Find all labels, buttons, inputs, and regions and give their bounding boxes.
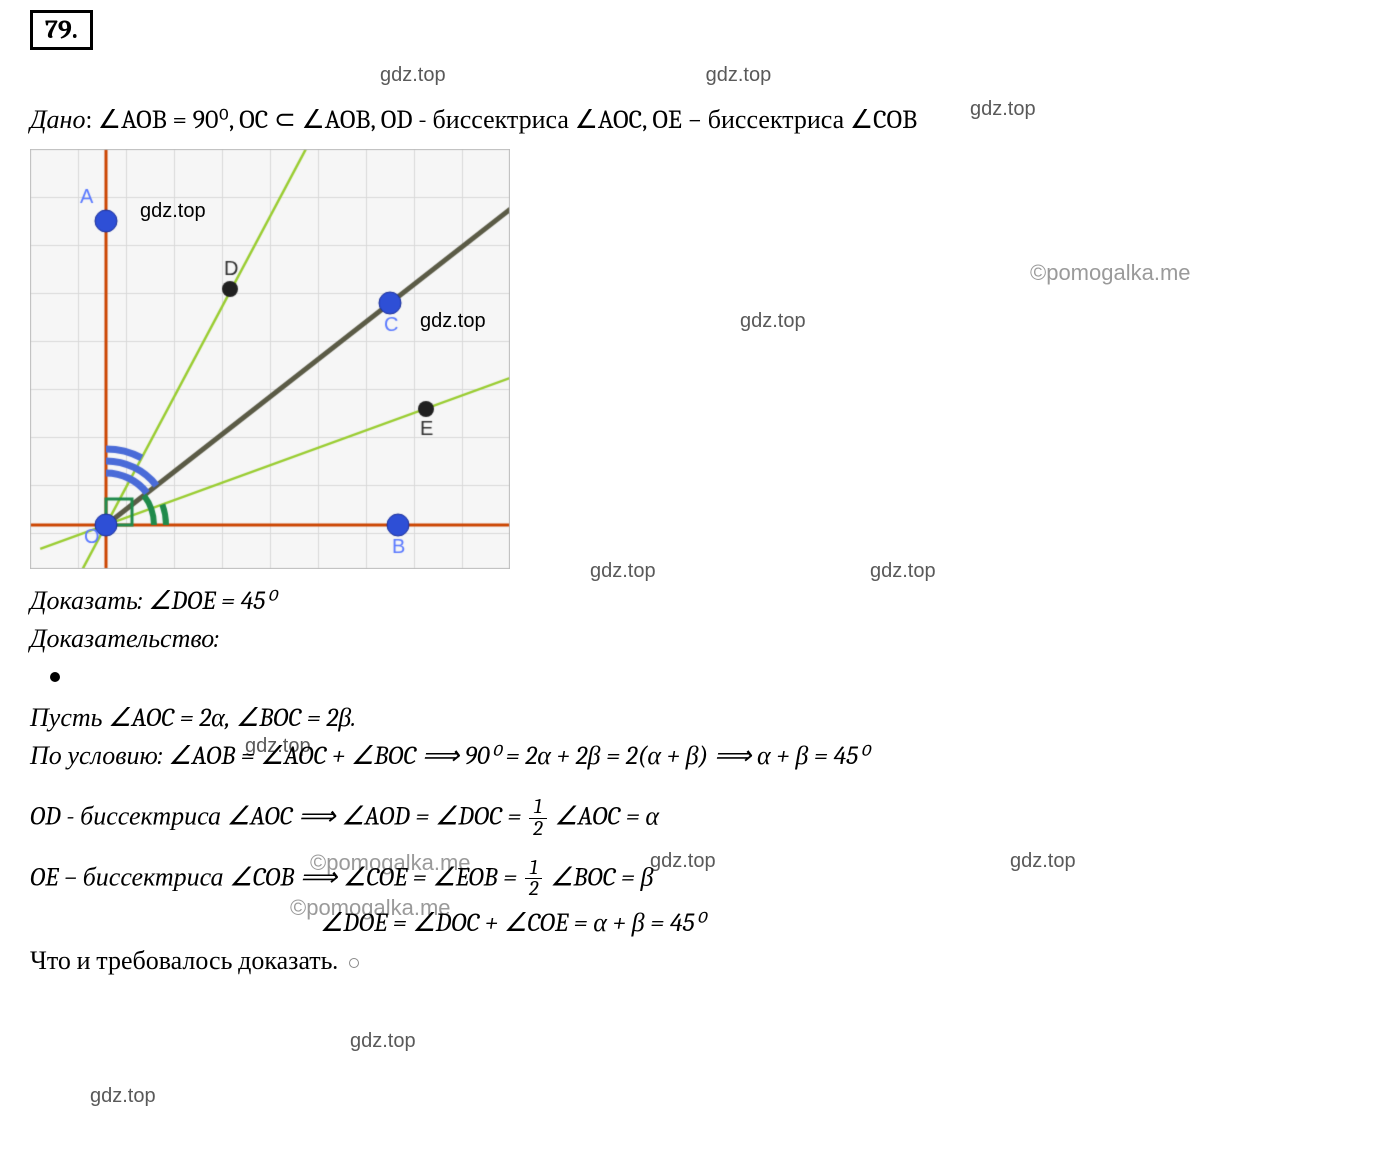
proof-line-3: OD - биссектриса ∠AOC ⟹ ∠AOD = ∠DOC = 1 … bbox=[30, 797, 1370, 840]
proof-text: ∠BOC = β bbox=[550, 862, 653, 892]
watermark-gdz: gdz.top bbox=[420, 310, 486, 333]
fraction-den: 2 bbox=[525, 879, 543, 900]
proof-text: Пусть ∠AOC = 2α, ∠BOC = 2β. bbox=[30, 703, 356, 733]
diagram bbox=[30, 149, 510, 576]
proof-line-4: OE − биссектриса ∠COB ⟹ ∠COE = ∠EOB = 1 … bbox=[30, 858, 1370, 901]
watermark-gdz: gdz.top bbox=[380, 64, 446, 87]
proof-text: По условию: ∠AOB = ∠AOC + ∠BOC ⟹ 90⁰ = 2… bbox=[30, 741, 869, 771]
to-prove-text: Доказать: ∠DOE = 45⁰ bbox=[30, 586, 276, 616]
given-label: Дано bbox=[30, 105, 85, 135]
watermark-gdz: gdz.top bbox=[706, 64, 772, 87]
qed-text: Что и требовалось доказать. bbox=[30, 946, 337, 976]
problem-number: 79. bbox=[30, 10, 93, 50]
proof-text: OE − биссектриса ∠COB ⟹ ∠COE = ∠EOB = bbox=[30, 862, 523, 892]
fraction-den: 2 bbox=[529, 819, 547, 840]
watermark-gdz: gdz.top bbox=[870, 560, 936, 583]
given-line: Дано: ∠AOB = 90⁰, OC ⊂ ∠AOB, OD - биссек… bbox=[30, 105, 1370, 135]
proof-label-text: Доказательство: bbox=[30, 624, 219, 654]
fraction: 1 2 bbox=[529, 797, 547, 840]
proof-text: ∠DOE = ∠DOC + ∠COE = α + β = 45⁰ bbox=[320, 908, 705, 938]
proof-text: ∠AOC = α bbox=[554, 801, 659, 831]
fraction: 1 2 bbox=[525, 858, 543, 901]
watermark-gdz: gdz.top bbox=[350, 1030, 416, 1053]
to-prove-line: Доказать: ∠DOE = 45⁰ bbox=[30, 586, 1370, 616]
watermark-gdz: gdz.top bbox=[740, 310, 806, 333]
problem-number-text: 79 bbox=[45, 15, 72, 45]
watermark-gdz: gdz.top bbox=[140, 200, 206, 223]
watermark-gdz: gdz.top bbox=[90, 1085, 156, 1108]
watermark-gdz: gdz.top bbox=[590, 560, 656, 583]
qed-line: Что и требовалось доказать. bbox=[30, 946, 1370, 976]
proof-line-1: Пусть ∠AOC = 2α, ∠BOC = 2β. bbox=[30, 703, 1370, 733]
given-expr: : ∠AOB = 90⁰, OC ⊂ ∠AOB, OD - биссектрис… bbox=[85, 105, 917, 135]
fraction-num: 1 bbox=[525, 858, 543, 880]
proof-text: OD - биссектриса ∠AOC ⟹ ∠AOD = ∠DOC = bbox=[30, 801, 527, 831]
bullet-icon bbox=[50, 672, 60, 682]
watermark-row-top: gdz.top gdz.top bbox=[380, 64, 1370, 87]
geometry-canvas bbox=[30, 149, 510, 569]
proof-line-2: По условию: ∠AOB = ∠AOC + ∠BOC ⟹ 90⁰ = 2… bbox=[30, 741, 1370, 771]
circle-icon bbox=[349, 958, 359, 968]
proof-line-5: ∠DOE = ∠DOC + ∠COE = α + β = 45⁰ bbox=[320, 908, 1370, 938]
fraction-num: 1 bbox=[529, 797, 547, 819]
proof-label: Доказательство: bbox=[30, 624, 1370, 654]
watermark-copy: ©pomogalka.me bbox=[1030, 260, 1191, 286]
